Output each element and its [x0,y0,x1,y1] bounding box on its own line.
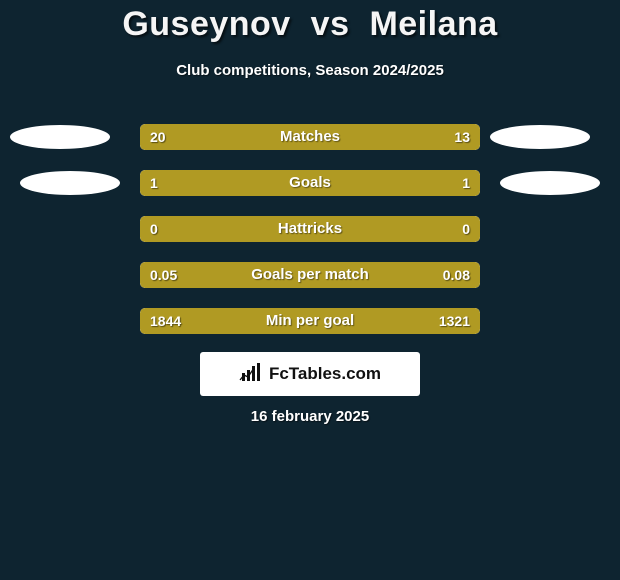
player-left-name: Guseynov [122,5,290,43]
stat-row: Goals per match0.05 0.08 [0,262,620,308]
player-right-shape [490,125,590,149]
stat-label: Hattricks [140,216,480,242]
player-right-name: Meilana [369,5,497,43]
stat-value-left: 1 [150,170,158,196]
stat-value-right: 1 [462,170,470,196]
stat-value-left: 0.05 [150,262,177,288]
stat-label: Matches [140,124,480,150]
stat-value-right: 0 [462,216,470,242]
stat-label: Min per goal [140,308,480,334]
stat-value-right: 1321 [439,308,470,334]
date-label: 16 february 2025 [0,408,620,425]
comparison-infographic: Guseynov vs Meilana Club competitions, S… [0,0,620,580]
stat-label: Goals per match [140,262,480,288]
stat-row: Min per goal1844 1321 [0,308,620,354]
stat-value-right: 0.08 [443,262,470,288]
player-left-shape [20,171,120,195]
player-left-shape [10,125,110,149]
bar-chart-icon [239,363,261,386]
player-right-shape [500,171,600,195]
stat-value-left: 1844 [150,308,181,334]
stat-row: Hattricks0 0 [0,216,620,262]
stat-value-left: 20 [150,124,166,150]
title-vs: vs [311,5,350,43]
title: Guseynov vs Meilana [0,5,620,44]
stat-value-right: 13 [454,124,470,150]
stat-value-left: 0 [150,216,158,242]
stat-label: Goals [140,170,480,196]
subtitle: Club competitions, Season 2024/2025 [0,62,620,79]
source-logo-text: FcTables.com [269,364,381,384]
source-logo: FcTables.com [200,352,420,396]
